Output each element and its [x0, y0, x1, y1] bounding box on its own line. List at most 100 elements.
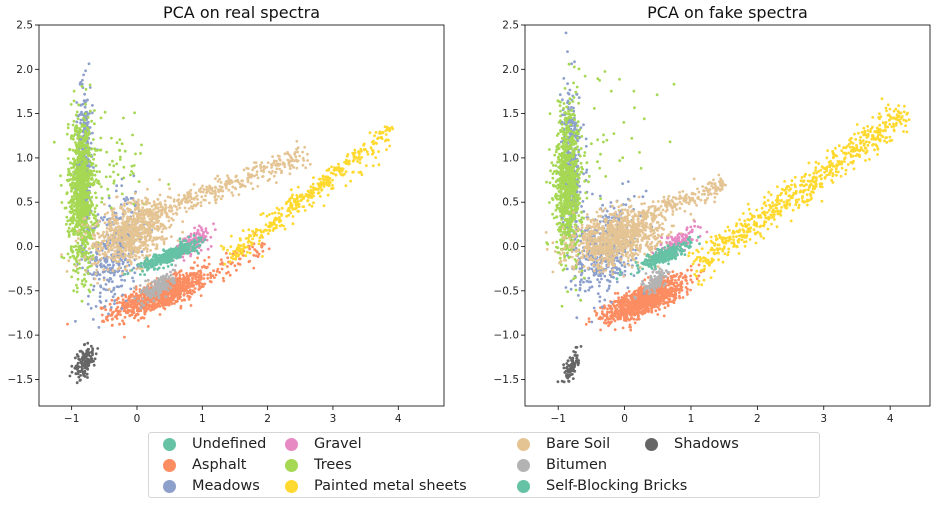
data-point	[153, 303, 156, 306]
data-point	[124, 236, 128, 240]
data-point	[230, 181, 234, 184]
chart-title: PCA on fake spectra	[647, 3, 808, 22]
data-point	[246, 177, 250, 180]
data-point	[155, 283, 159, 287]
data-point	[330, 165, 333, 169]
data-point	[76, 241, 80, 245]
data-point	[191, 276, 194, 280]
data-point	[251, 187, 255, 191]
data-point	[256, 255, 260, 258]
data-point	[132, 234, 136, 238]
data-point	[94, 178, 98, 182]
data-point	[118, 149, 122, 152]
data-point	[79, 215, 83, 219]
data-point	[121, 232, 124, 236]
data-point	[296, 185, 300, 189]
data-point	[119, 284, 123, 288]
data-point	[190, 266, 194, 270]
data-point	[202, 231, 206, 234]
data-point	[197, 240, 200, 244]
data-point	[136, 228, 140, 232]
data-point	[82, 73, 85, 77]
data-point	[185, 250, 189, 254]
data-point	[105, 258, 109, 262]
data-point	[169, 196, 173, 200]
data-point	[261, 212, 265, 215]
data-point	[216, 267, 220, 271]
data-point	[198, 281, 202, 284]
data-point	[72, 99, 76, 103]
data-point	[197, 224, 201, 228]
data-point	[84, 280, 88, 283]
data-point	[289, 155, 292, 159]
data-point	[291, 207, 295, 211]
data-point	[280, 212, 283, 216]
data-point	[84, 172, 88, 176]
data-point	[169, 280, 173, 283]
data-point	[183, 195, 187, 198]
data-point	[385, 148, 388, 152]
data-point	[171, 293, 175, 297]
data-point	[102, 278, 106, 282]
data-point	[203, 238, 207, 242]
data-point	[273, 216, 277, 220]
data-point	[243, 185, 247, 188]
data-point	[168, 209, 171, 213]
data-point	[126, 245, 130, 248]
data-point	[171, 259, 175, 262]
data-point	[153, 213, 156, 217]
data-point	[166, 250, 170, 254]
data-point	[221, 276, 225, 280]
data-point	[186, 201, 190, 204]
data-point	[158, 178, 162, 182]
data-point	[76, 372, 80, 376]
x-tick-label: 4	[395, 413, 402, 425]
data-point	[78, 184, 82, 188]
data-point	[309, 185, 313, 189]
data-point	[335, 166, 338, 170]
data-point	[244, 237, 248, 240]
data-point	[137, 296, 141, 300]
data-point	[113, 315, 117, 318]
data-point	[203, 265, 207, 269]
data-point	[114, 309, 118, 313]
data-point	[275, 224, 278, 227]
data-point	[137, 256, 141, 259]
real-spectra-panel: PCA on real spectra−1 0 1 2 3 4−1.5−1.0−0.50.…	[8, 3, 445, 425]
data-point	[119, 274, 122, 278]
data-point	[259, 213, 263, 217]
data-point	[128, 216, 132, 220]
data-point	[133, 254, 137, 257]
data-point	[89, 225, 93, 229]
data-point	[182, 298, 186, 301]
data-point	[208, 201, 211, 205]
data-point	[85, 223, 89, 227]
data-point	[196, 228, 200, 232]
data-point	[143, 273, 147, 276]
data-point	[83, 283, 87, 287]
data-point	[97, 232, 100, 236]
data-point	[219, 197, 223, 201]
data-point	[82, 99, 86, 102]
data-point	[71, 148, 75, 152]
data-point	[84, 352, 88, 355]
data-point	[68, 148, 72, 151]
data-point	[91, 256, 95, 259]
data-point	[162, 255, 165, 259]
data-point	[72, 269, 75, 272]
data-point	[199, 186, 203, 190]
data-point	[220, 244, 223, 248]
data-point	[82, 200, 85, 203]
data-point	[148, 201, 152, 205]
data-point	[228, 178, 231, 182]
data-point	[194, 191, 198, 195]
data-point	[374, 141, 377, 145]
data-point	[158, 227, 161, 230]
data-point	[136, 312, 140, 316]
data-point	[80, 299, 84, 303]
data-point	[76, 187, 79, 191]
data-point	[269, 172, 273, 175]
data-point	[286, 209, 290, 213]
data-point	[172, 198, 176, 202]
data-point	[288, 164, 292, 168]
